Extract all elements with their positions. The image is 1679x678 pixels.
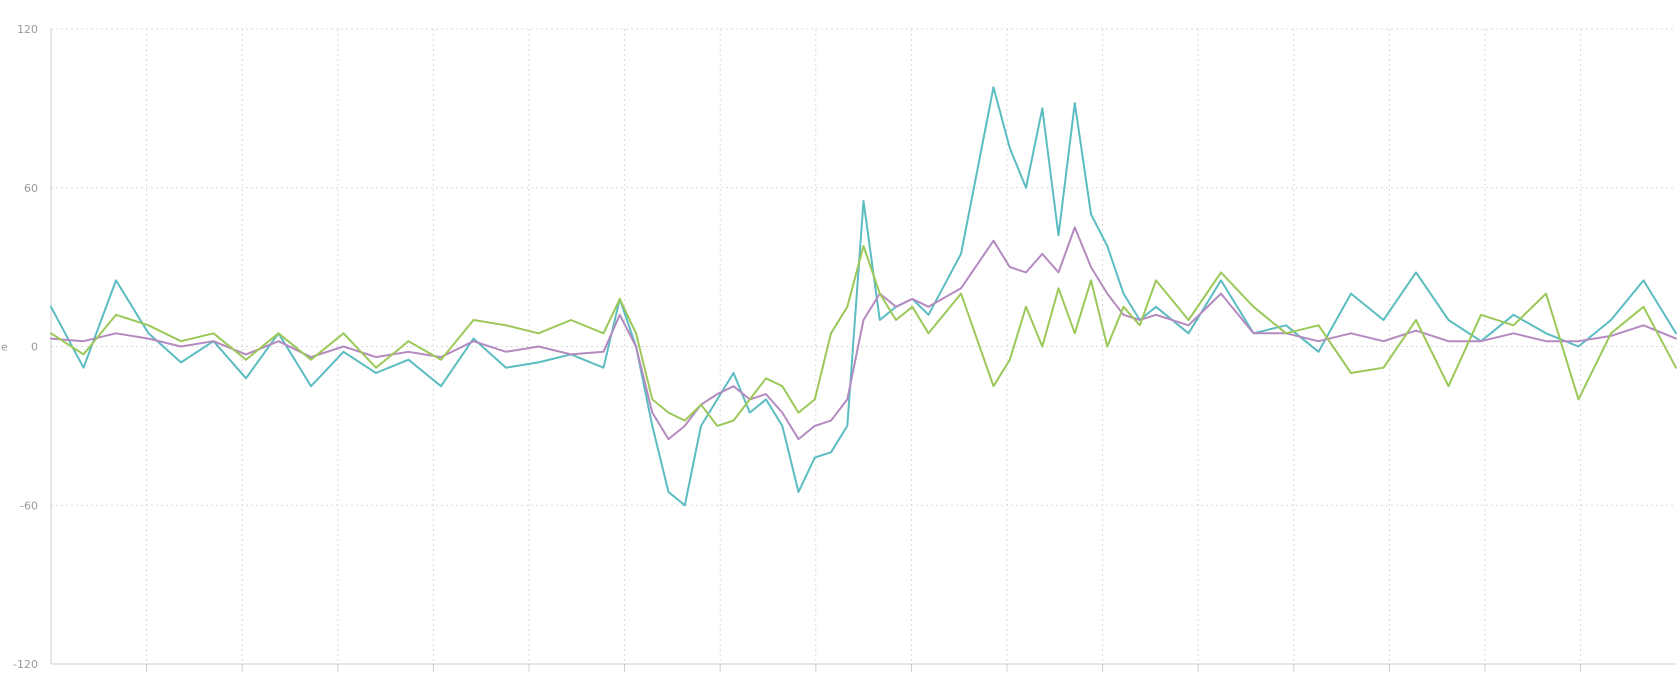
y-tick-label: -60 [20, 499, 38, 512]
axes [50, 29, 1676, 672]
y-tick-labels: 120 60 0 -60 -120 [13, 23, 38, 671]
y-tick-label: 0 [31, 341, 38, 354]
y-tick-label: 120 [17, 23, 38, 36]
y-axis-title: e [1, 341, 8, 354]
series-line-3 [50, 245, 1677, 427]
series-line-1 [50, 86, 1677, 507]
y-tick-label: -120 [13, 658, 38, 671]
series-lines [50, 86, 1677, 507]
y-tick-label: 60 [24, 182, 38, 195]
series-line-2 [50, 226, 1677, 441]
